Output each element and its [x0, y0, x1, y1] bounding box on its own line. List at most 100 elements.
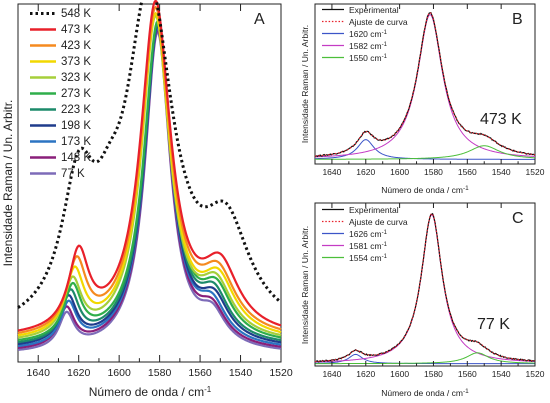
x-tick-label: 1540: [492, 167, 511, 177]
panel-c-frame: [314, 202, 536, 367]
legend-label-text: 1554 cm: [349, 253, 382, 263]
component-line-1554: [315, 352, 536, 365]
legend-label: Ajuste de curva: [349, 217, 408, 227]
legend-label-text: 423 K: [61, 40, 91, 52]
legend-label-text: 373 K: [61, 56, 91, 68]
legend-label-text: 1620 cm: [349, 29, 382, 39]
x-tick-label: 1520: [526, 369, 545, 379]
legend-label-text: Ajuste de curva: [349, 217, 408, 227]
legend-label-text: 1581 cm: [349, 241, 382, 251]
series-line-473k: [17, 0, 282, 332]
panel-b: 1640 1620 1600 1580 1560 1540 1520 Experimenta…: [300, 3, 545, 195]
x-tick-label: 1580: [424, 369, 443, 379]
component-line-1582: [314, 14, 536, 158]
legend-label-text: 198 K: [61, 120, 91, 132]
x-tick-label: 1540: [492, 369, 511, 379]
legend-label-text: 223 K: [61, 104, 91, 116]
legend-label-text: 148 K: [61, 152, 91, 164]
x-tick-label: 1600: [390, 369, 409, 379]
fit-line: [314, 212, 536, 363]
legend-label-text: 548 K: [61, 8, 91, 20]
legend-label-sup: -1: [382, 254, 388, 260]
panel-b-y-axis-title: Intensidade Raman / Un. Arbitr.: [300, 25, 310, 143]
legend-label-sup: -1: [382, 242, 388, 248]
fit-line: [314, 12, 536, 157]
experimental-line: [314, 11, 536, 158]
legend-label-text: 323 K: [61, 72, 91, 84]
x-tick-label: 1560: [458, 369, 477, 379]
x-tick-label: 1580: [148, 367, 172, 379]
x-tick-label: 1640: [322, 167, 341, 177]
panel-a-letter: A: [254, 11, 265, 28]
legend-label: 1582 cm-1: [349, 41, 388, 51]
x-tick-label: 1640: [27, 367, 51, 379]
component-line-1620: [314, 139, 535, 160]
x-tick-label: 1600: [390, 167, 409, 177]
panel-a-frame: [17, 3, 282, 363]
legend-label: 373 K: [61, 56, 91, 68]
x-tick-label: 1580: [424, 167, 443, 177]
panel-c-curves: [314, 212, 536, 365]
series-line-548k: [17, 0, 282, 309]
legend-label-text: 1550 cm: [349, 53, 382, 63]
legend-label: 1554 cm-1: [349, 253, 388, 263]
legend-label-text: 273 K: [61, 88, 91, 100]
x-tick-label: 1560: [188, 367, 212, 379]
legend-label: 77 K: [61, 168, 85, 180]
legend-label-text: Experimental: [349, 205, 399, 215]
panel-a-legend: 548 K 473 K 423 K 373 K 323 K 273 K 223 K 198 K…: [30, 8, 91, 180]
legend-label-text: 1626 cm: [349, 229, 382, 239]
legend-label: Ajuste de curva: [349, 17, 408, 27]
panel-b-x-axis-title: Número de onda / cm-1: [381, 185, 469, 195]
series-line-273k: [17, 19, 282, 342]
panel-c: 1640 1620 1600 1580 1560 1540 1520 Experimenta…: [300, 202, 545, 398]
x-tick-label: 1520: [269, 367, 293, 379]
component-line-1550: [315, 145, 536, 160]
legend-label-sup: -1: [382, 30, 388, 36]
legend-label-sup: -1: [382, 230, 388, 236]
x-tick-label: 1540: [229, 367, 253, 379]
panel-c-letter: C: [512, 210, 524, 227]
x-tick-label: 1620: [356, 167, 375, 177]
component-line-1581: [314, 214, 536, 363]
legend-label: 473 K: [61, 24, 91, 36]
legend-label: 198 K: [61, 120, 91, 132]
legend-label: 148 K: [61, 152, 91, 164]
legend-label-text: Ajuste de curva: [349, 17, 408, 27]
x-tick-label: 1600: [107, 367, 131, 379]
panel-b-temperature: 473 K: [480, 111, 522, 128]
legend-label-text: 1582 cm: [349, 41, 382, 51]
legend-label-sup: -1: [382, 54, 388, 60]
series-line-323k: [17, 14, 282, 339]
legend-label: Experimental: [349, 205, 399, 215]
legend-label: 1550 cm-1: [349, 53, 388, 63]
panel-b-curves: [314, 11, 536, 160]
panel-c-y-axis-title: Intensidade Raman / Un. Arbitr.: [300, 226, 310, 344]
experimental-line: [314, 212, 536, 363]
legend-label: 1581 cm-1: [349, 241, 388, 251]
legend-label: 1626 cm-1: [349, 229, 388, 239]
legend-label-sup: -1: [382, 42, 388, 48]
x-tick-label: 1520: [526, 167, 545, 177]
panel-a: 1640 1620 1600 1580 1560 1540 1520 548 K 473 K 4…: [1, 0, 293, 399]
legend-label-text: 173 K: [61, 136, 91, 148]
legend-label: 323 K: [61, 72, 91, 84]
x-tick-label: 1560: [458, 167, 477, 177]
legend-label: 423 K: [61, 40, 91, 52]
legend-label-text: 77 K: [61, 168, 85, 180]
legend-label: 1620 cm-1: [349, 29, 388, 39]
panel-c-x-axis-title: Número de onda / cm-1: [381, 388, 469, 398]
legend-label: 548 K: [61, 8, 91, 20]
panel-a-x-axis-title: Número de onda / cm-1: [89, 385, 212, 399]
x-tick-label: 1640: [322, 369, 341, 379]
component-line-1626: [314, 353, 535, 365]
panel-a-y-axis-title: Intensidade Raman / Un. Arbitr.: [1, 100, 15, 267]
panel-a-x-ticks: 1640 1620 1600 1580 1560 1540 1520: [17, 4, 293, 379]
panel-b-x-ticks: 1640 1620 1600 1580 1560 1540 1520: [314, 4, 545, 177]
x-tick-label: 1620: [67, 367, 91, 379]
panel-c-temperature: 77 K: [477, 316, 510, 333]
legend-label: Experimental: [349, 5, 399, 15]
